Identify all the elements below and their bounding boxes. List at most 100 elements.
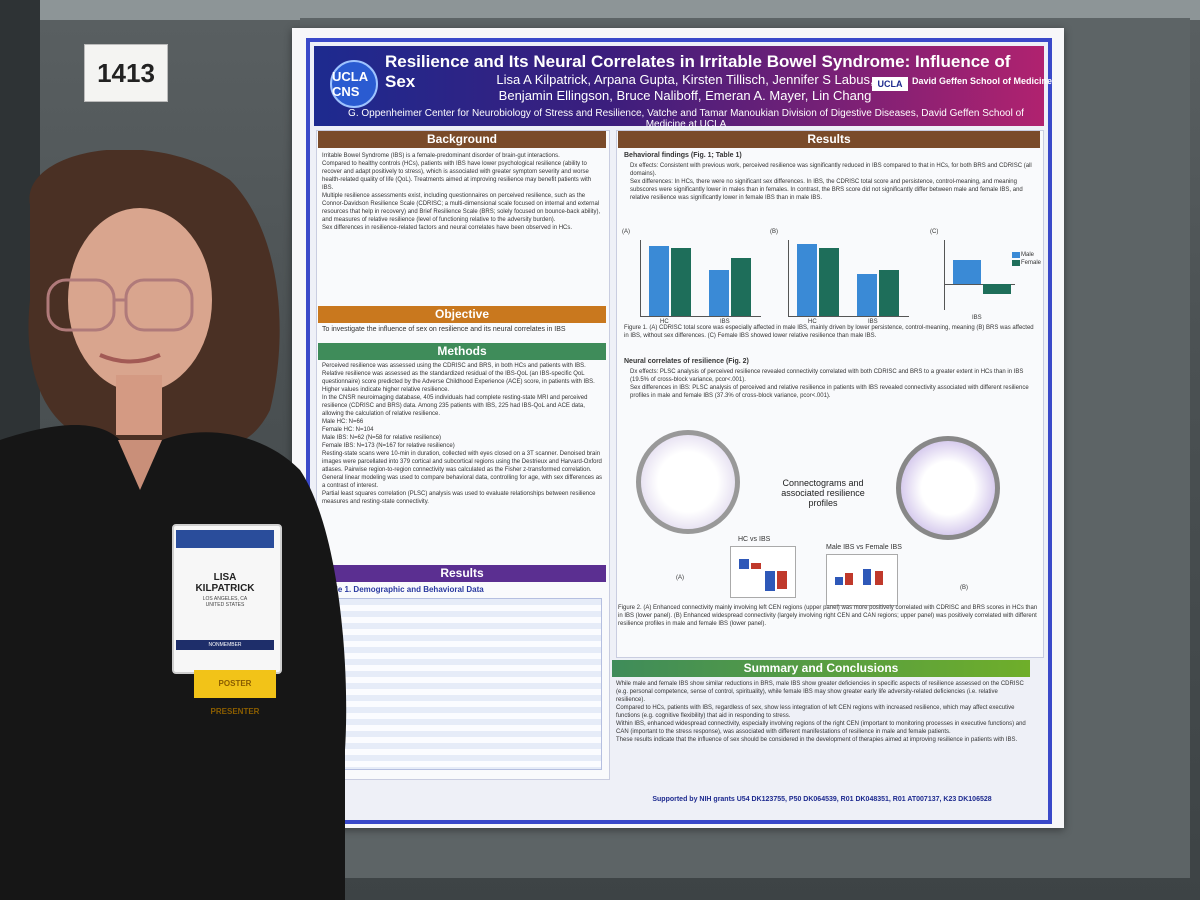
badge-header-strip	[176, 530, 274, 548]
relative-bar-female	[983, 284, 1011, 294]
objective-text: To investigate the influence of sex on r…	[322, 326, 566, 333]
results-right-header: Results	[618, 131, 1040, 148]
brs-bar-hc-female	[819, 248, 839, 316]
methods-bullet: Male HC: N=66	[322, 419, 364, 425]
cdrisc-x-ibs: IBS	[720, 319, 730, 325]
neural-heading: Neural correlates of resilience (Fig. 2)	[624, 358, 749, 365]
board-number-card: 1413	[84, 44, 168, 102]
poster-affiliation: G. Oppenheimer Center for Neurobiology o…	[348, 108, 1024, 130]
connectogram-male-vs-female	[896, 436, 1000, 540]
poster-presenter-ribbon: POSTER PRESENTER	[194, 670, 276, 716]
behavioral-text: Dx effects: Consistent with previous wor…	[630, 162, 1034, 202]
cdrisc-bar-hc-female	[671, 248, 691, 316]
neural-text: Dx effects: PLSC analysis of perceived r…	[630, 368, 1034, 400]
authors-line-1: Lisa A Kilpatrick, Arpana Gupta, Kirsten…	[496, 72, 874, 87]
background-bullet: Sex differences in resilience-related fa…	[322, 225, 573, 231]
relative-bar-male	[953, 260, 981, 284]
male-vs-female-label: Male IBS vs Female IBS	[826, 544, 902, 551]
methods-bullet: General linear modeling was used to comp…	[322, 475, 603, 489]
brs-bar-ibs-male	[857, 274, 877, 316]
methods-bullet: Partial least squares correlation (PLSC)…	[322, 491, 596, 505]
badge-first-name: LISA	[213, 572, 237, 583]
summary-text: While male and female IBS show similar r…	[616, 680, 1028, 744]
badge-member-status: NONMEMBER	[176, 640, 274, 650]
male-ibs-bar-1	[835, 577, 843, 585]
legend-male: Male	[1021, 252, 1035, 258]
methods-bullet: Male IBS: N=62 (N=58 for relative resili…	[322, 435, 442, 441]
demographic-table	[322, 598, 602, 770]
summary-bullet: Within IBS, enhanced widespread connecti…	[616, 721, 1026, 735]
funding-note: Supported by NIH grants U54 DK123755, P5…	[652, 796, 992, 803]
cdrisc-bar-ibs-male	[709, 270, 729, 316]
legend-female: Female	[1021, 260, 1042, 266]
hc-bar-2	[751, 563, 761, 569]
brs-x-ibs: IBS	[868, 319, 878, 325]
hc-vs-ibs-label: HC vs IBS	[738, 536, 771, 543]
relative-resilience-chart	[944, 240, 1015, 310]
fig2-b-letter: (B)	[960, 585, 968, 591]
table-title: Table 1. Demographic and Behavioral Data	[322, 585, 484, 594]
school-name: David Geffen School of Medicine	[912, 76, 1053, 86]
female-ibs-bar-2	[875, 571, 883, 585]
presenter-face	[68, 208, 212, 392]
methods-bullet: In the CNSR neuroimaging database, 405 i…	[322, 395, 588, 417]
brs-bar-ibs-female	[879, 270, 899, 316]
poster-title-band	[314, 46, 1044, 126]
brs-x-hc: HC	[808, 319, 817, 325]
methods-bullet: Female IBS: N=173 (N=167 for relative re…	[322, 443, 455, 449]
poster-authors: Lisa A Kilpatrick, Arpana Gupta, Kirsten…	[485, 72, 885, 104]
fig1-b-letter: (B)	[770, 229, 778, 235]
badge-city: LOS ANGELES, CA	[202, 596, 248, 602]
wall-top-frame	[0, 0, 1200, 20]
badge-last-name: KILPATRICK	[195, 583, 255, 594]
figure1-caption: Figure 1. (A) CDRISC total score was esp…	[624, 325, 1034, 339]
neural-bullet: Dx effects: PLSC analysis of perceived r…	[630, 369, 1024, 383]
badge-country: UNITED STATES	[205, 602, 245, 608]
ibs-bar-1	[765, 571, 775, 591]
summary-bullet: These results indicate that the influenc…	[616, 737, 1018, 743]
results-left-header: Results	[318, 565, 606, 582]
fig1-c-letter: (C)	[930, 229, 939, 235]
ucla-logo: UCLA	[872, 77, 908, 91]
presenter-mouth	[99, 353, 161, 364]
glasses-left-lens	[46, 278, 116, 332]
connectogram-label: Connectograms and associated resilience …	[781, 478, 865, 508]
legend-female-swatch	[1012, 260, 1020, 266]
female-ibs-bar-1	[863, 569, 871, 585]
background-bullet: Multiple resilience assessments exist, i…	[322, 193, 601, 223]
relative-resilience-zero-line	[945, 284, 1015, 285]
male-vs-female-bar-plot	[826, 554, 898, 606]
methods-text: Perceived resilience was assessed using …	[322, 362, 604, 506]
methods-bullet: Perceived resilience was assessed using …	[322, 363, 586, 369]
fig1-a-letter: (A)	[622, 229, 630, 235]
background-bullet: Compared to healthy controls (HCs), pati…	[322, 161, 592, 191]
ucla-cns-logo: UCLA CNS	[330, 60, 378, 108]
background-header: Background	[318, 131, 606, 148]
ibs-bar-2	[777, 571, 787, 589]
background-bullet: Irritable Bowel Syndrome (IBS) is a fema…	[322, 153, 560, 159]
relative-x-ibs: IBS	[972, 315, 982, 321]
objective-header: Objective	[318, 306, 606, 323]
methods-header: Methods	[318, 343, 606, 360]
behavioral-bullet: Sex differences: In HCs, there were no s…	[630, 179, 1023, 201]
behavioral-bullet: Dx effects: Consistent with previous wor…	[630, 163, 1032, 177]
fig2-a-letter: (A)	[676, 575, 684, 581]
cdrisc-chart	[640, 240, 761, 317]
methods-bullet: Female HC: N=104	[322, 427, 374, 433]
background-text: Irritable Bowel Syndrome (IBS) is a fema…	[322, 152, 604, 232]
hc-bar-1	[739, 559, 749, 569]
brs-chart	[788, 240, 909, 317]
methods-bullet: Resting-state scans were 10-min in durat…	[322, 451, 602, 473]
behavioral-heading: Behavioral findings (Fig. 1; Table 1)	[624, 152, 742, 159]
authors-line-2: Benjamin Ellingson, Bruce Naliboff, Emer…	[498, 88, 872, 103]
neural-bullet: Sex differences in IBS: PLSC analysis of…	[630, 385, 1029, 399]
summary-bullet: While male and female IBS show similar r…	[616, 681, 1024, 703]
summary-header: Summary and Conclusions	[612, 660, 1030, 677]
brs-bar-hc-male	[797, 244, 817, 316]
presenter-collar-skin	[118, 440, 162, 490]
legend-male-swatch	[1012, 252, 1020, 258]
summary-bullet: Compared to HCs, patients with IBS, rega…	[616, 705, 1015, 719]
hc-vs-ibs-bar-plot	[730, 546, 796, 598]
cdrisc-bar-hc-male	[649, 246, 669, 316]
cdrisc-bar-ibs-female	[731, 258, 751, 316]
